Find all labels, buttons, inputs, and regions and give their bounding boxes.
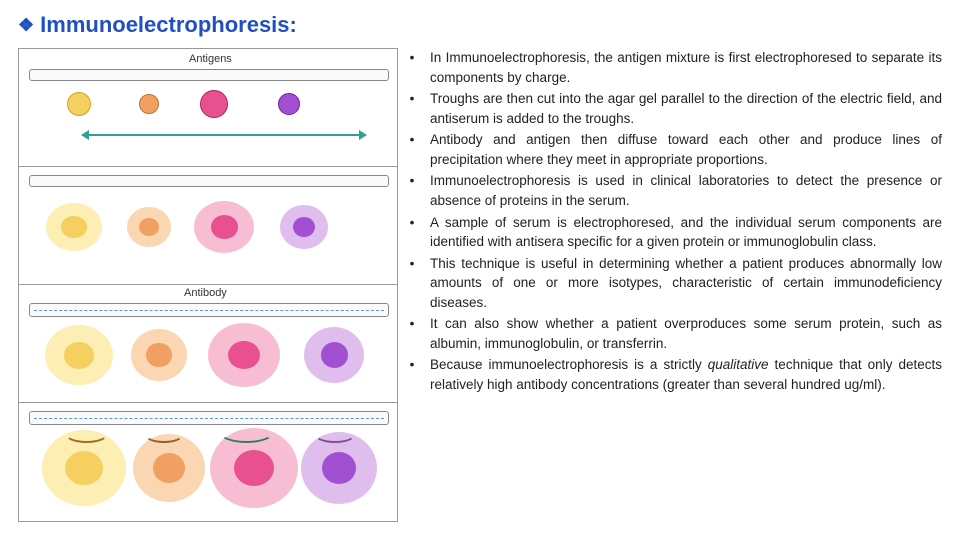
bullet-text: Antibody and antigen then diffuse toward… [430,130,942,169]
panel-label: Antibody [184,287,227,299]
diffusion-core [61,216,86,238]
arrow-head-icon [81,130,89,140]
diagram-panel [19,167,397,285]
bullet-text: It can also show whether a patient overp… [430,314,942,353]
diffusion-core [64,342,95,369]
diffusion-core [234,450,274,486]
italic-word: qualitative [708,357,769,372]
bullet-list: • In Immunoelectrophoresis, the antigen m… [408,48,942,522]
bullet-item: • A sample of serum is electrophoresed, a… [408,213,942,252]
precipitin-arc [314,425,356,443]
diffusion-core [321,342,348,367]
bullet-item: • Antibody and antigen then diffuse towar… [408,130,942,169]
antigen-dot [200,90,228,118]
bullet-dot-icon: • [408,48,416,87]
bullet-item: •This technique is useful in determining… [408,254,942,313]
precipitin-arc [64,423,109,443]
diagram-panel [19,403,397,521]
bullet-dot-icon: • [408,171,416,210]
bullet-text: Troughs are then cut into the agar gel p… [430,89,942,128]
bullet-text: Because immunoelectrophoresis is a stric… [430,355,942,394]
bullet-dot-icon: • [408,89,416,128]
content-area: Antigens Antibody • In Immunoelectrophores… [18,48,942,522]
diffusion-core [139,218,159,236]
title-text: Immunoelectrophoresis: [40,12,297,38]
bullet-item: • Troughs are then cut into the agar gel … [408,89,942,128]
trough-line [34,310,384,311]
diagram-panel: Antibody [19,285,397,403]
direction-arrow [89,134,359,136]
antigen-dot [278,93,300,115]
diffusion-core [322,452,356,484]
panel-label: Antigens [189,53,232,65]
slide-outline [29,175,389,187]
bullet-dot-icon: • [408,213,416,252]
bullet-dot-icon: • [408,254,416,313]
diagram-figure: Antigens Antibody [18,48,398,522]
trough-line [34,418,384,419]
diffusion-core [146,343,171,366]
diffusion-core [65,451,103,485]
bullet-text: This technique is useful in determining … [430,254,942,313]
bullet-dot-icon: • [408,355,416,394]
bullet-item: • It can also show whether a patient over… [408,314,942,353]
bullet-text: In Immunoelectrophoresis, the antigen mi… [430,48,942,87]
bullet-item: • Immunoelectrophoresis is used in clinic… [408,171,942,210]
diamond-bullet-icon: ❖ [18,15,34,36]
bullet-text: A sample of serum is electrophoresed, an… [430,213,942,252]
bullet-item: • Because immunoelectrophoresis is a stri… [408,355,942,394]
bullet-item: • In Immunoelectrophoresis, the antigen m… [408,48,942,87]
precipitin-arc [144,425,184,443]
diffusion-core [293,217,315,237]
bullet-dot-icon: • [408,314,416,353]
precipitin-arc [219,421,274,443]
bullet-text: Immunoelectrophoresis is used in clinica… [430,171,942,210]
antigen-dot [67,92,91,116]
antigen-dot [139,94,159,114]
arrow-head-icon [359,130,367,140]
diffusion-core [211,215,238,238]
slide-outline [29,69,389,81]
diagram-panel: Antigens [19,49,397,167]
page-title: ❖ Immunoelectrophoresis: [18,12,942,38]
bullet-dot-icon: • [408,130,416,169]
